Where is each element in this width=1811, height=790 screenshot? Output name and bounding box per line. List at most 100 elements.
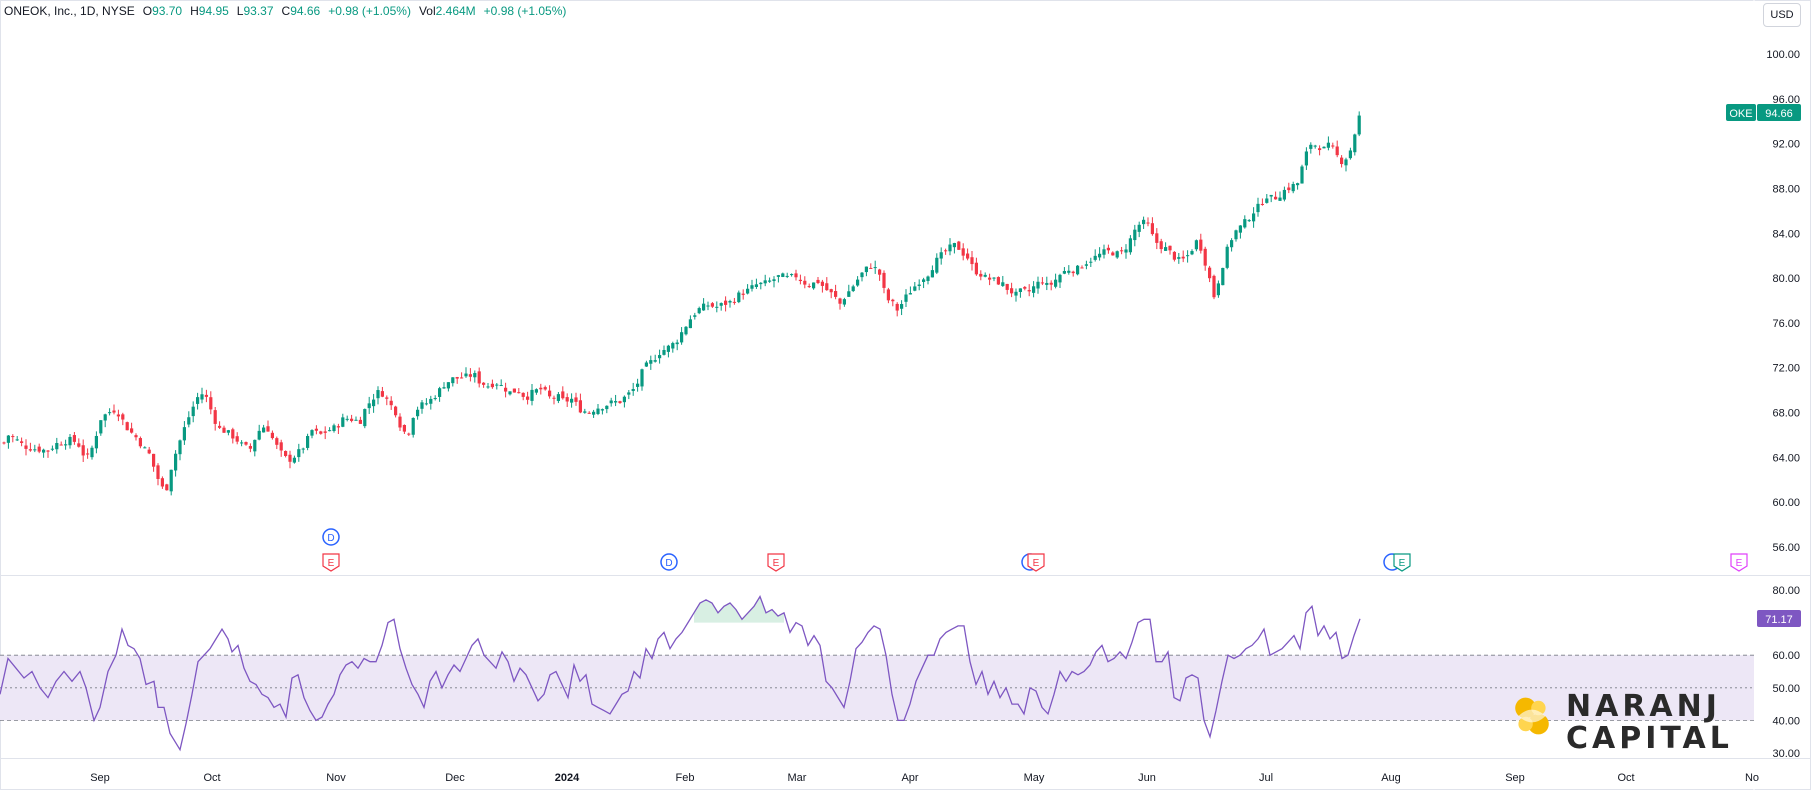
candle-body xyxy=(213,410,217,424)
candle-body xyxy=(1287,187,1291,191)
earnings-marker[interactable]: E xyxy=(767,553,785,572)
rsi-current-value: 71.17 xyxy=(1765,614,1793,626)
candle-body xyxy=(895,303,899,311)
candle-body xyxy=(1291,183,1295,192)
candle-body xyxy=(1067,270,1071,273)
earnings-marker[interactable]: E xyxy=(1027,553,1045,572)
candle-body xyxy=(204,394,208,397)
candle-body xyxy=(935,257,939,273)
candle-body xyxy=(438,388,442,397)
candle-body xyxy=(750,285,754,289)
candle-body xyxy=(1181,256,1185,259)
candle-body xyxy=(297,449,301,458)
candle-body xyxy=(856,279,860,286)
candle-body xyxy=(671,343,675,349)
price-change: +0.98 (+1.05%) xyxy=(328,4,411,18)
candle-body xyxy=(1076,265,1080,275)
candle-body xyxy=(345,418,349,420)
candle-body xyxy=(710,303,714,307)
dividend-marker[interactable]: D xyxy=(322,528,340,546)
candle-body xyxy=(966,253,970,259)
price-tick-label: 56.00 xyxy=(1772,542,1800,554)
candle-body xyxy=(376,390,380,399)
candle-body xyxy=(587,412,591,414)
earnings-marker[interactable]: E xyxy=(322,553,340,572)
symbol-title[interactable]: ONEOK, Inc., 1D, NYSE xyxy=(4,4,135,18)
candle-body xyxy=(728,300,732,303)
price-tick-label: 60.00 xyxy=(1772,497,1800,509)
candle-body xyxy=(125,422,129,431)
candle-body xyxy=(262,427,266,433)
svg-text:D: D xyxy=(665,558,672,569)
price-tick-label: 88.00 xyxy=(1772,183,1800,195)
price-tick-label: 76.00 xyxy=(1772,318,1800,330)
candle-body xyxy=(1296,183,1300,186)
candle-body xyxy=(1133,229,1137,241)
rsi-tick-label: 40.00 xyxy=(1772,715,1800,727)
candle-body xyxy=(847,291,851,297)
candle-body xyxy=(429,398,433,404)
candle-body xyxy=(116,414,120,417)
rsi-band xyxy=(0,654,1754,721)
candle-body xyxy=(860,272,864,278)
candle-body xyxy=(165,484,169,491)
candle-body xyxy=(1080,267,1084,269)
candle-body xyxy=(1265,198,1269,203)
earnings-marker[interactable]: E xyxy=(1730,553,1748,572)
candle-body xyxy=(1194,240,1198,250)
dividend-marker[interactable]: D xyxy=(660,553,678,571)
candle-body xyxy=(1340,157,1344,165)
volume-change: +0.98 (+1.05%) xyxy=(483,4,567,18)
candle-body xyxy=(886,289,890,301)
candle-body xyxy=(77,443,81,447)
candle-body xyxy=(658,355,662,359)
candle-body xyxy=(583,411,587,413)
candle-body xyxy=(816,279,820,283)
candle-body xyxy=(64,444,68,446)
time-tick-label: Sep xyxy=(90,772,110,784)
candle-body xyxy=(653,360,657,362)
time-tick-label: Jun xyxy=(1138,772,1156,784)
candle-body xyxy=(182,427,186,441)
open-value: 93.70 xyxy=(152,4,183,18)
candle-body xyxy=(812,282,816,289)
candle-body xyxy=(1331,145,1335,147)
svg-text:E: E xyxy=(328,558,335,569)
candle-body xyxy=(842,299,846,305)
price-tick-label: 68.00 xyxy=(1772,408,1800,420)
candle-body xyxy=(473,373,477,378)
candle-body xyxy=(130,428,134,433)
candle-body xyxy=(790,274,794,276)
close-label: C xyxy=(281,4,291,18)
candle-body xyxy=(1054,279,1058,287)
candle-body xyxy=(666,345,670,352)
currency-button[interactable]: USD xyxy=(1763,3,1801,27)
svg-text:E: E xyxy=(1736,558,1743,569)
candle-body xyxy=(152,453,156,467)
low-value: 93.37 xyxy=(243,4,274,18)
candle-body xyxy=(596,408,600,414)
candle-body xyxy=(578,400,582,413)
candle-body xyxy=(1256,203,1260,213)
candle-body xyxy=(609,400,613,404)
candle-body xyxy=(279,442,283,451)
candle-body xyxy=(209,397,213,410)
candle-body xyxy=(358,419,362,424)
candle-body xyxy=(961,248,965,256)
candle-body xyxy=(72,435,76,442)
candle-body xyxy=(768,280,772,282)
candle-body xyxy=(200,394,204,400)
candle-body xyxy=(878,269,882,275)
candle-body xyxy=(517,392,521,394)
candle-body xyxy=(147,449,151,454)
candle-body xyxy=(1045,282,1049,285)
candle-body xyxy=(1159,241,1163,250)
legend-header: ONEOK, Inc., 1D, NYSE O93.70 H94.95 L93.37 C… xyxy=(4,4,566,18)
candle-body xyxy=(1186,255,1190,257)
candle-body xyxy=(600,409,604,411)
candle-body xyxy=(539,387,543,390)
open-label: O xyxy=(142,4,153,18)
candle-body xyxy=(416,409,420,417)
candles xyxy=(2,111,1361,496)
earnings-marker[interactable]: E xyxy=(1393,553,1411,572)
